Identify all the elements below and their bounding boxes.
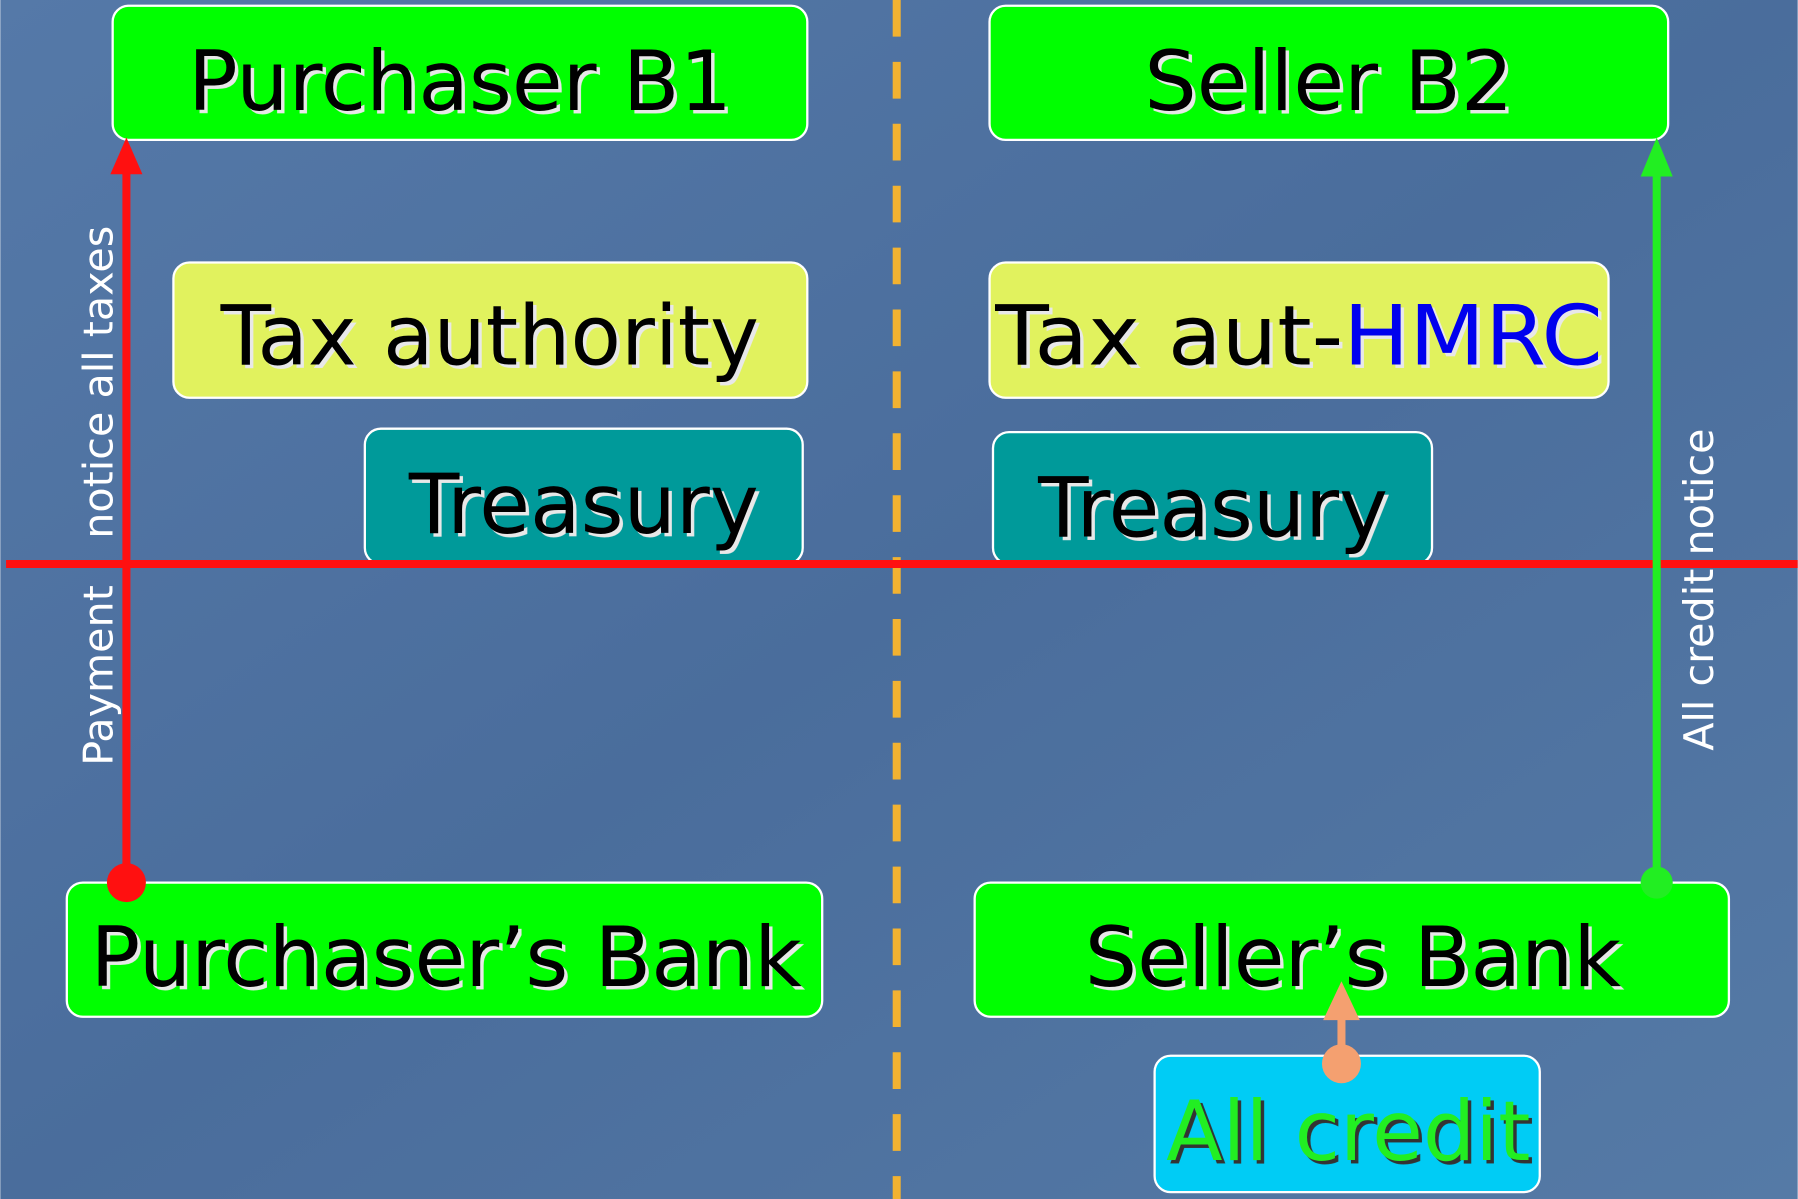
node-label: All credit — [1166, 1084, 1530, 1180]
label-part: Tax aut- — [994, 289, 1343, 385]
arrow-head — [110, 137, 143, 175]
node-label: Tax authority — [220, 289, 759, 385]
arrow-head — [1323, 981, 1360, 1021]
node-label: Seller B2 — [1144, 34, 1513, 130]
box — [172, 261, 809, 399]
label-part: HMRC — [1343, 289, 1602, 385]
node-label: Purchaser’s Bank — [91, 910, 803, 1006]
node-label: Treasury — [1037, 460, 1388, 556]
node-label: Seller’s Bank — [1085, 910, 1622, 1006]
box — [988, 261, 1610, 399]
box — [65, 881, 824, 1018]
edge-label: notice all taxes — [75, 226, 123, 539]
edge-label: All credit notice — [1675, 428, 1723, 750]
node-label: Tax aut- HMRC — [994, 289, 1603, 385]
edge-label: Payment — [75, 585, 123, 766]
arrow-tail — [106, 863, 146, 903]
arrow-tail — [1321, 1044, 1361, 1084]
node-label: Purchaser B1 — [188, 34, 732, 130]
box — [111, 4, 809, 141]
arrow-tail — [1640, 866, 1673, 899]
arrow-head — [1640, 137, 1673, 177]
node-label: Treasury — [408, 457, 759, 553]
box — [988, 4, 1670, 141]
